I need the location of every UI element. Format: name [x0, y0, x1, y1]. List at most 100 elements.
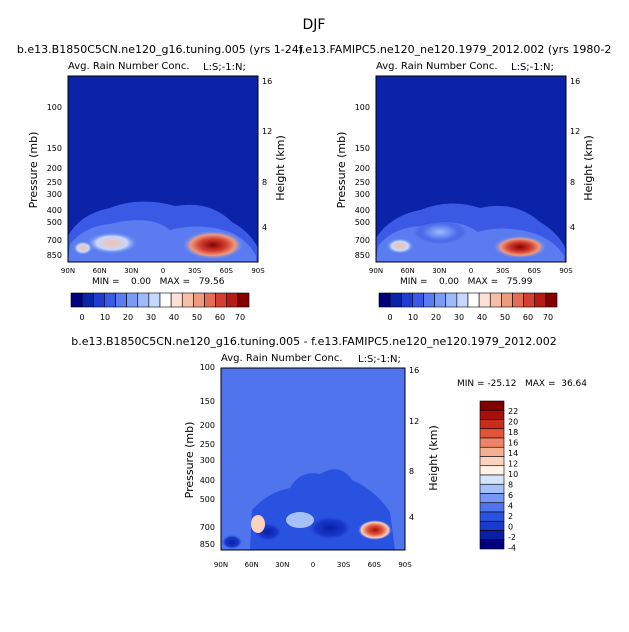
panel-2-colorbar-labels: 0 10 20 30 40 50 60 70	[387, 313, 553, 322]
page-title: DJF	[303, 17, 326, 33]
colorbar-swatch	[479, 520, 505, 531]
x-tick-label: 60S	[220, 267, 234, 275]
y-tick-label: 300	[200, 456, 215, 465]
colorbar-swatch	[215, 292, 228, 308]
y-tick-label: 850	[355, 251, 370, 260]
panel-1-title: b.e13.B1850C5CN.ne120_g16.tuning.005 (yr…	[17, 43, 303, 56]
x-tick-label: 30N	[124, 267, 138, 275]
colorbar-label: 8	[508, 481, 513, 490]
colorbar-swatch	[479, 493, 505, 504]
colorbar-swatch	[181, 292, 194, 308]
x-tick-label: 90N	[214, 561, 228, 569]
colorbar-swatch	[456, 292, 469, 308]
y-tick-label: 300	[355, 190, 370, 199]
colorbar-swatch	[479, 456, 505, 467]
height-tick-label: 4	[570, 223, 575, 232]
y-tick-label: 100	[355, 103, 370, 112]
y-tick-label: 250	[355, 178, 370, 187]
colorbar-label: 40	[477, 313, 487, 322]
y-tick-label: 700	[47, 236, 62, 245]
x-tick-label: 30S	[337, 561, 351, 569]
x-tick-label: 60S	[528, 267, 542, 275]
colorbar-swatch	[159, 292, 172, 308]
colorbar-swatch	[479, 446, 505, 457]
colorbar-swatch	[501, 292, 513, 308]
colorbar-swatch	[193, 292, 205, 308]
panel-1-ylabel-left: Pressure (mb)	[27, 132, 40, 209]
panel-3-title: b.e13.B1850C5CN.ne120_g16.tuning.005 - f…	[71, 335, 556, 348]
colorbar-swatch	[545, 292, 558, 308]
colorbar-label: 0	[387, 313, 392, 322]
x-tick-label: 60N	[401, 267, 415, 275]
panel-3-stats: MIN = -25.12 MAX = 36.64	[457, 379, 587, 389]
colorbar-label: 50	[500, 313, 510, 322]
panel-2-light-blob	[414, 220, 466, 244]
colorbar-swatch	[479, 419, 505, 430]
y-tick-label: 850	[47, 251, 62, 260]
panel-3-colorbar	[479, 400, 505, 550]
colorbar-label: 18	[508, 428, 518, 437]
y-tick-label: 150	[200, 397, 215, 406]
height-tick-label: 12	[409, 417, 419, 426]
height-tick-label: 8	[409, 467, 414, 476]
panel-2-stats: MIN = 0.00 MAX = 75.99	[400, 277, 533, 287]
y-tick-label: 200	[355, 164, 370, 173]
colorbar-swatch	[479, 400, 505, 411]
colorbar-swatch	[479, 483, 505, 494]
y-tick-label: 500	[47, 218, 62, 227]
panel-3-subtitle: Avg. Rain Number Conc.	[221, 353, 343, 364]
y-tick-label: 400	[200, 476, 215, 485]
colorbar-swatch	[92, 292, 105, 308]
panel-2-subtitle: Avg. Rain Number Conc.	[376, 61, 498, 72]
colorbar-label: 2	[508, 512, 513, 521]
colorbar-swatch	[479, 502, 505, 513]
panel-3-dark-core-1	[308, 516, 352, 540]
panel-3-red-blob	[358, 520, 392, 540]
height-tick-label: 4	[409, 513, 414, 522]
height-tick-label: 16	[409, 366, 419, 375]
colorbar-label: 10	[508, 470, 518, 479]
x-tick-label: 90N	[369, 267, 383, 275]
panel-3-pink-blob	[251, 515, 265, 533]
panel-1-y-ticks: 100 150 200 250 300 400 500 700 850	[47, 103, 62, 260]
height-tick-label: 12	[262, 127, 272, 136]
y-tick-label: 150	[47, 144, 62, 153]
colorbar-label: 6	[508, 491, 513, 500]
panel-3-colorbar-labels: 22 20 18 16 14 12 10 8 6 4 2 0 -2 -4 -6	[508, 407, 518, 553]
panel-2-colorbar	[378, 292, 558, 308]
colorbar-label: 50	[192, 313, 202, 322]
y-tick-label: 700	[355, 236, 370, 245]
y-tick-label: 500	[200, 495, 215, 504]
colorbar-swatch	[479, 409, 505, 420]
panel-3-x-ticks: 90N 60N 30N 0 30S 60S 90S	[214, 561, 412, 569]
height-tick-label: 16	[570, 77, 580, 86]
panel-2-ylabel-right: Height (km)	[582, 135, 595, 201]
colorbar-swatch	[479, 530, 505, 541]
x-tick-label: 0	[469, 267, 473, 275]
colorbar-label: 60	[523, 313, 533, 322]
colorbar-label: 40	[169, 313, 179, 322]
y-tick-label: 200	[47, 164, 62, 173]
panel-3-light-blob	[286, 512, 314, 528]
colorbar-swatch	[126, 292, 139, 308]
colorbar-swatch	[479, 437, 505, 448]
panel-3-y-ticks: 100 150 200 250 300 400 500 700 850	[200, 363, 215, 549]
x-tick-label: 30S	[188, 267, 202, 275]
panel-2-tag: L:S;-1:N;	[511, 62, 554, 73]
x-tick-label: 0	[161, 267, 165, 275]
panel-1: b.e13.B1850C5CN.ne120_g16.tuning.005 (yr…	[17, 43, 303, 322]
colorbar-swatch	[478, 292, 491, 308]
height-tick-label: 8	[570, 178, 575, 187]
panel-1-stats: MIN = 0.00 MAX = 79.56	[92, 277, 225, 287]
panel-3-dark-core-3	[222, 535, 242, 549]
panel-1-tag: L:S;-1:N;	[203, 62, 246, 73]
panel-2-plot	[375, 75, 567, 263]
panel-2-ylabel-left: Pressure (mb)	[335, 132, 348, 209]
panel-3: b.e13.B1850C5CN.ne120_g16.tuning.005 - f…	[71, 335, 587, 569]
colorbar-swatch	[70, 292, 83, 308]
y-tick-label: 250	[200, 440, 215, 449]
y-tick-label: 300	[47, 190, 62, 199]
colorbar-label: 70	[235, 313, 245, 322]
panel-1-pink-blob	[86, 232, 138, 254]
